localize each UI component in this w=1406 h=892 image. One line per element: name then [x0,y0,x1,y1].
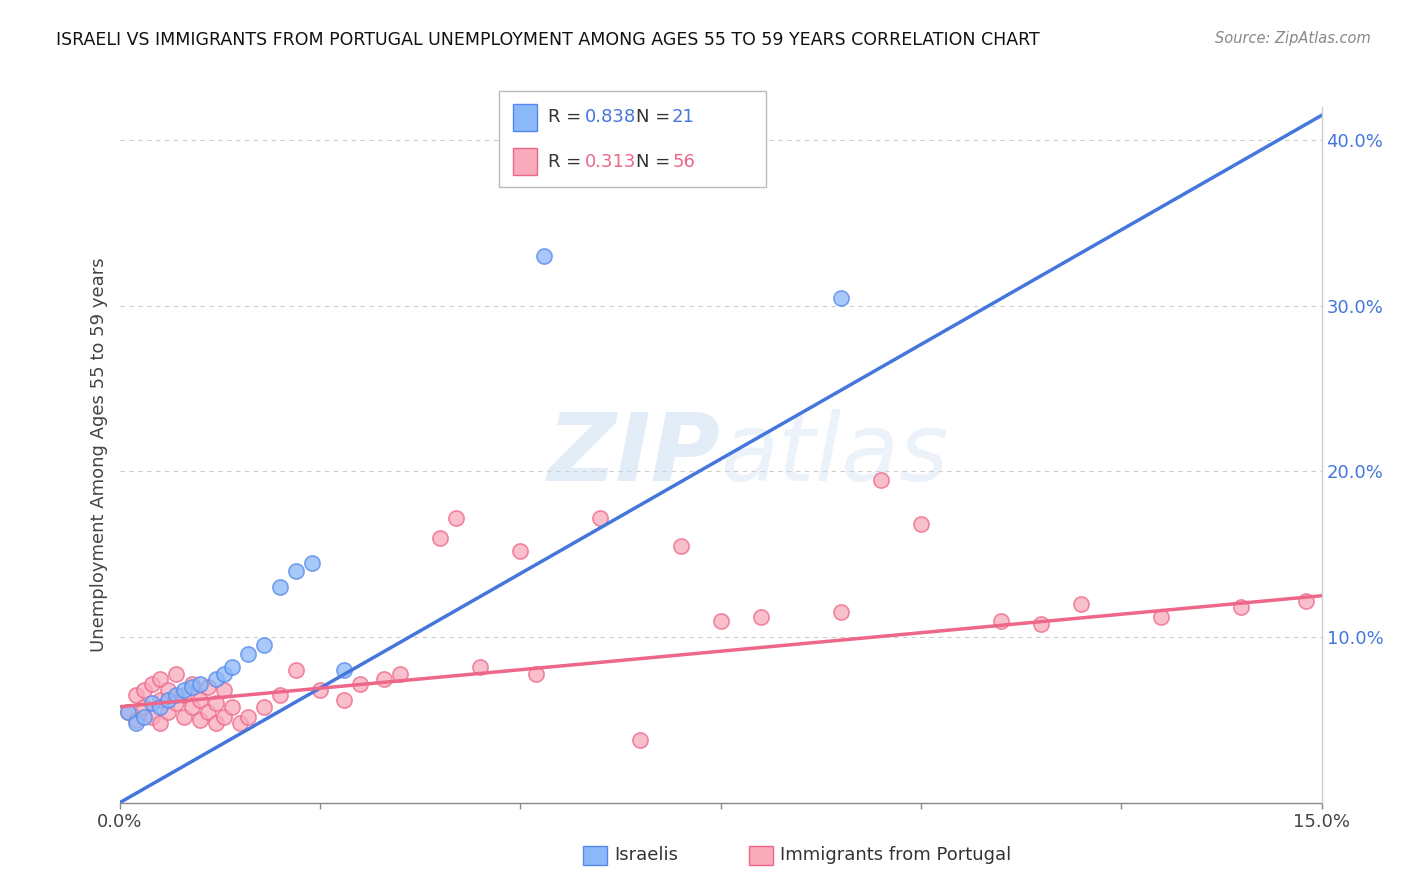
Point [236,647,259,661]
Text: N =: N = [636,108,669,127]
Point [333,693,356,707]
Point [149,716,172,731]
Point [284,663,307,677]
Point [124,713,146,727]
Point [221,699,243,714]
Point [509,544,531,558]
Text: ISRAELI VS IMMIGRANTS FROM PORTUGAL UNEMPLOYMENT AMONG AGES 55 TO 59 YEARS CORRE: ISRAELI VS IMMIGRANTS FROM PORTUGAL UNEM… [56,31,1040,49]
Point [180,699,202,714]
Point [141,697,163,711]
Text: 21: 21 [672,108,695,127]
Point [749,610,772,624]
Point [180,676,202,690]
Point [149,699,172,714]
Point [156,683,179,698]
Text: atlas: atlas [720,409,949,500]
Point [156,705,179,719]
Point [1230,600,1253,615]
Point [149,672,172,686]
Text: 0.313: 0.313 [585,153,637,170]
Point [589,511,612,525]
Point [269,581,291,595]
Point [156,693,179,707]
Point [533,249,555,263]
Point [212,709,235,723]
Point [1295,593,1317,607]
Point [141,676,163,690]
Point [429,531,451,545]
Point [117,705,139,719]
Text: Source: ZipAtlas.com: Source: ZipAtlas.com [1215,31,1371,46]
Point [269,688,291,702]
Point [830,291,852,305]
Point [309,683,332,698]
Point [204,716,226,731]
Point [149,693,172,707]
Point [333,663,356,677]
Point [124,688,146,702]
Point [869,473,893,487]
Point [117,705,139,719]
Y-axis label: Unemployment Among Ages 55 to 59 years: Unemployment Among Ages 55 to 59 years [90,258,108,652]
Point [373,672,395,686]
Point [165,688,187,702]
Point [630,732,652,747]
Point [212,683,235,698]
Point [236,709,259,723]
Point [524,666,547,681]
Point [388,666,412,681]
Point [173,683,195,698]
Point [141,709,163,723]
Point [212,666,235,681]
Text: N =: N = [636,153,669,170]
Point [173,688,195,702]
Text: Israelis: Israelis [614,847,679,864]
Text: 0.838: 0.838 [585,108,636,127]
Point [204,672,226,686]
Point [1150,610,1173,624]
Point [468,660,492,674]
Point [444,511,467,525]
Point [197,680,219,694]
Point [709,614,731,628]
Point [990,614,1012,628]
Point [188,713,211,727]
Point [830,605,852,619]
Point [132,699,155,714]
Point [132,709,155,723]
Point [173,709,195,723]
Point [284,564,307,578]
Point [910,517,932,532]
Point [1029,616,1052,631]
Point [188,676,211,690]
Point [349,676,371,690]
Point [180,680,202,694]
Point [228,716,252,731]
Text: R =: R = [548,108,582,127]
Point [253,639,276,653]
Point [132,683,155,698]
Point [197,705,219,719]
Text: R =: R = [548,153,582,170]
Point [204,697,226,711]
Point [301,556,323,570]
Text: ZIP: ZIP [548,409,720,501]
Point [124,716,146,731]
Point [188,693,211,707]
Point [221,660,243,674]
Text: 56: 56 [672,153,695,170]
Point [165,697,187,711]
Point [1070,597,1092,611]
Point [669,539,692,553]
Point [165,666,187,681]
Point [253,699,276,714]
Text: Immigrants from Portugal: Immigrants from Portugal [780,847,1011,864]
